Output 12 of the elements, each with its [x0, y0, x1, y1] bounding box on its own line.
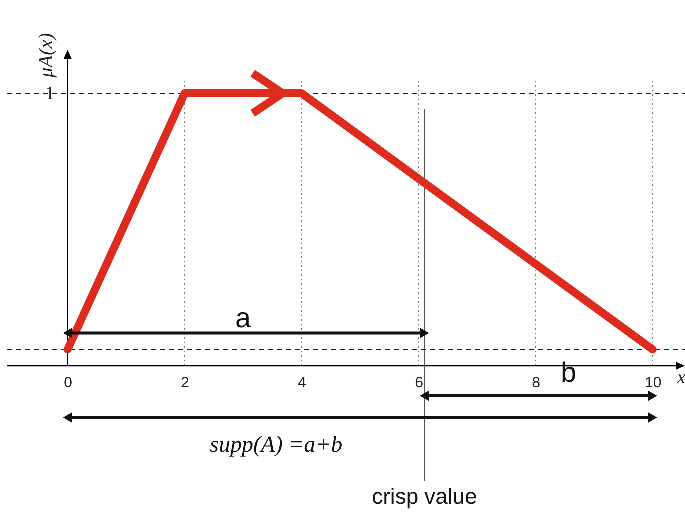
series-label: supp(A) =a+b: [210, 432, 343, 457]
x-tick-label: 6: [415, 374, 424, 392]
x-tick-label: 2: [181, 374, 190, 392]
series-label: a: [235, 302, 252, 334]
x-tick-label: 10: [644, 374, 662, 392]
series-label: b: [560, 356, 577, 388]
x-tick-label: 4: [298, 374, 307, 392]
x-tick-label: 8: [532, 374, 540, 392]
x-tick-label: 0: [64, 374, 73, 392]
ref-line-label: crisp value: [372, 484, 478, 509]
ref-line-label: 1: [45, 84, 55, 104]
y-axis-title: μA(x): [35, 32, 58, 79]
